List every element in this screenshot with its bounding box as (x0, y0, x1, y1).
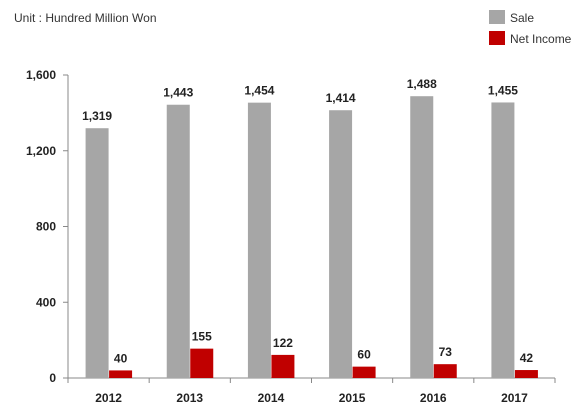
bar-sale (247, 102, 271, 379)
bars (85, 96, 538, 379)
bar-sale (491, 102, 515, 378)
data-label-net-income: 40 (114, 351, 128, 365)
data-label-net-income: 60 (357, 348, 371, 362)
x-tick-label: 2016 (420, 391, 447, 405)
bar-net-income (352, 366, 376, 378)
data-labels: 1,319 1,443 1,454 1,414 1,488 1,455 40 155 122 60… (82, 77, 533, 365)
data-label-sale: 1,488 (407, 77, 437, 91)
data-label-net-income: 155 (192, 330, 212, 344)
bar-sale (410, 96, 434, 379)
legend-swatch-net-income (489, 31, 505, 45)
bar-net-income (109, 370, 133, 378)
bar-net-income (190, 348, 214, 378)
bar-net-income (514, 370, 538, 378)
data-label-sale: 1,414 (326, 91, 356, 105)
legend-swatch-sale (489, 10, 505, 24)
y-tick-label: 800 (36, 220, 56, 234)
data-label-sale: 1,443 (163, 86, 193, 100)
x-tick-label: 2013 (176, 391, 203, 405)
y-tick-label: 1,600 (26, 68, 56, 82)
legend-label-net-income: Net Income (510, 32, 572, 46)
axes: 0 400 800 1,200 1,600 2012 2013 2014 2015 2016 201… (26, 68, 556, 405)
legend-label-sale: Sale (510, 11, 534, 25)
data-label-net-income: 73 (439, 345, 453, 359)
legend: Sale Net Income (489, 10, 572, 46)
bar-sale (166, 104, 190, 378)
bar-sale (85, 128, 109, 378)
legend-item-net-income: Net Income (489, 31, 572, 46)
data-label-sale: 1,454 (244, 84, 274, 98)
bar-net-income (433, 364, 457, 378)
unit-label: Unit : Hundred Million Won (14, 11, 157, 25)
legend-item-sale: Sale (489, 10, 534, 25)
data-label-net-income: 122 (273, 336, 293, 350)
y-tick-label: 400 (36, 295, 56, 309)
x-tick-label: 2014 (258, 391, 285, 405)
y-tick-label: 0 (49, 371, 56, 385)
bar-net-income (271, 354, 295, 378)
x-tick-label: 2012 (95, 391, 122, 405)
x-tick-label: 2015 (339, 391, 366, 405)
y-tick-label: 1,200 (26, 144, 56, 158)
data-label-sale: 1,455 (488, 83, 518, 97)
bar-sale (329, 110, 353, 378)
data-label-net-income: 42 (520, 351, 534, 365)
x-tick-label: 2017 (501, 391, 528, 405)
data-label-sale: 1,319 (82, 109, 112, 123)
